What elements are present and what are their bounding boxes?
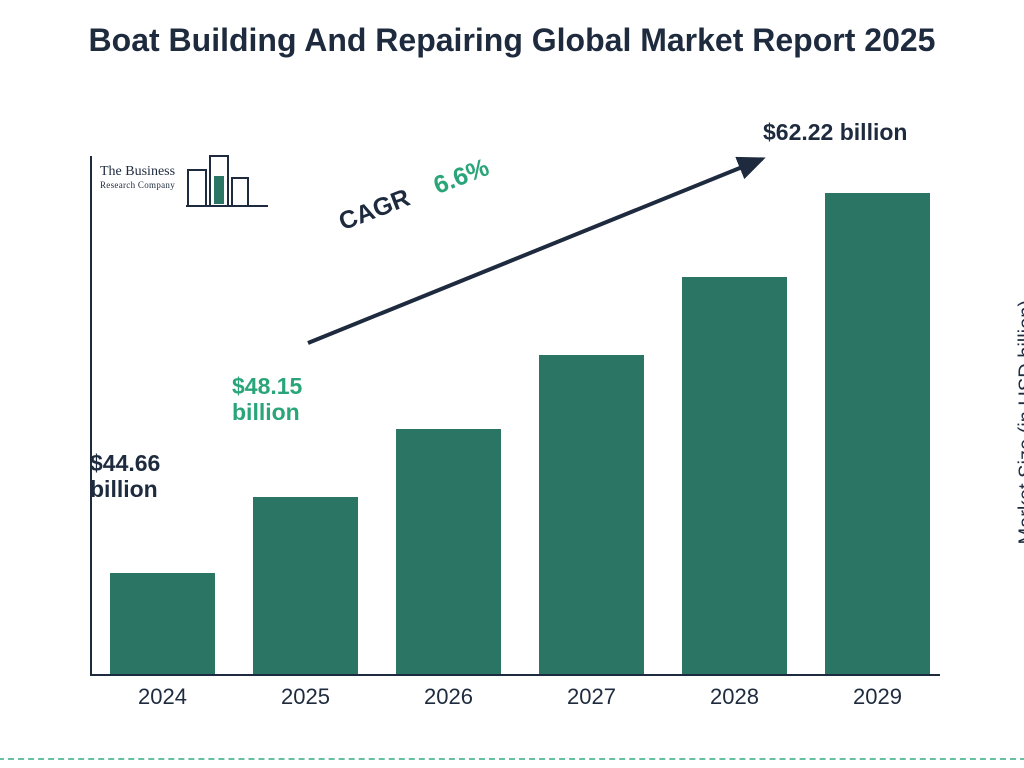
value-label: $48.15billion xyxy=(232,373,302,426)
x-axis-label: 2028 xyxy=(672,684,797,710)
x-axis-label: 2025 xyxy=(243,684,368,710)
bar xyxy=(539,355,644,674)
bar xyxy=(396,429,501,674)
trend-arrow-icon xyxy=(300,145,780,355)
bar xyxy=(110,573,215,674)
x-labels-container: 2024 2025 2026 2027 2028 2029 xyxy=(90,684,940,714)
x-axis-line xyxy=(90,674,940,676)
chart-canvas: Boat Building And Repairing Global Marke… xyxy=(0,0,1024,768)
bar xyxy=(253,497,358,674)
value-label: $44.66billion xyxy=(90,450,160,503)
chart-title: Boat Building And Repairing Global Marke… xyxy=(0,20,1024,60)
x-axis-label: 2026 xyxy=(386,684,511,710)
x-axis-label: 2024 xyxy=(100,684,225,710)
x-axis-label: 2029 xyxy=(815,684,940,710)
bottom-dashed-line xyxy=(0,758,1024,760)
y-axis-title: Market Size (in USD billion) xyxy=(1016,300,1024,545)
x-axis-label: 2027 xyxy=(529,684,654,710)
value-label: $62.22 billion xyxy=(763,119,907,145)
bar xyxy=(825,193,930,674)
